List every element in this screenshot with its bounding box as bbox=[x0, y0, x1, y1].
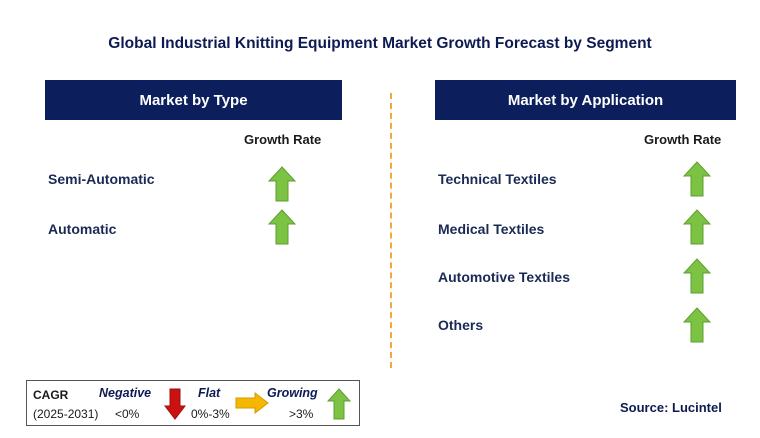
legend-cagr-label: CAGR bbox=[33, 388, 69, 402]
legend-flat-label: Flat bbox=[198, 386, 221, 400]
application-item-technical-textiles: Technical Textiles bbox=[438, 171, 557, 187]
type-header-label: Market by Type bbox=[139, 91, 248, 109]
legend-negative-label: Negative bbox=[99, 386, 152, 400]
application-growth-rate-label: Growth Rate bbox=[644, 132, 722, 147]
divider bbox=[390, 93, 392, 368]
arrow-up-icon bbox=[327, 388, 351, 420]
type-header: Market by Type bbox=[45, 80, 342, 120]
source-note: Source: Lucintel bbox=[620, 400, 722, 415]
legend-growing-label: Growing bbox=[267, 386, 318, 400]
application-item-others: Others bbox=[438, 317, 484, 333]
arrow-up-icon bbox=[683, 307, 711, 343]
arrow-up-icon bbox=[268, 209, 296, 245]
legend-flat-range: 0%-3% bbox=[191, 407, 230, 421]
arrow-up-icon bbox=[268, 166, 296, 202]
application-item-medical-textiles: Medical Textiles bbox=[438, 221, 545, 237]
legend-negative-range: <0% bbox=[115, 407, 140, 421]
type-growth-rate-label: Growth Rate bbox=[244, 132, 322, 147]
arrow-right-icon bbox=[235, 392, 269, 414]
arrow-up-icon bbox=[683, 209, 711, 245]
arrow-down-icon bbox=[164, 388, 186, 420]
cagr-legend: CAGR (2025-2031) Negative <0% Flat 0%-3%… bbox=[26, 380, 360, 426]
application-header: Market by Application bbox=[435, 80, 736, 120]
application-header-label: Market by Application bbox=[507, 91, 664, 109]
type-item-semi-automatic: Semi-Automatic bbox=[48, 171, 155, 187]
legend-growing-range: >3% bbox=[289, 407, 314, 421]
type-item-automatic: Automatic bbox=[48, 221, 117, 237]
arrow-up-icon bbox=[683, 258, 711, 294]
legend-period: (2025-2031) bbox=[33, 407, 99, 421]
chart-title: Global Industrial Knitting Equipment Mar… bbox=[108, 35, 652, 52]
arrow-up-icon bbox=[683, 161, 711, 197]
application-item-automotive-textiles: Automotive Textiles bbox=[438, 269, 570, 285]
